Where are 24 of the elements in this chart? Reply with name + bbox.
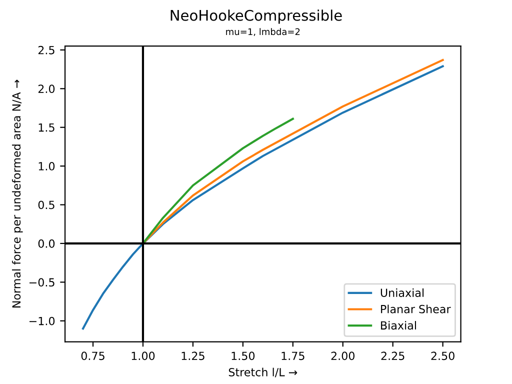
x-tick-label: 2.50 — [431, 352, 454, 360]
x-tick-label: 0.75 — [81, 352, 104, 360]
y-axis-title: Normal force per undeformed area N/A → — [12, 80, 23, 308]
y-tick-label: −0.5 — [30, 278, 54, 287]
line-series — [142, 118, 294, 245]
y-tick-label: 0.0 — [38, 239, 55, 248]
x-tick-label: 2.00 — [331, 352, 354, 360]
y-tick-label: −1.0 — [30, 316, 55, 326]
legend-label: Uniaxial — [380, 288, 424, 297]
x-tick-label: 1.75 — [282, 352, 304, 360]
x-tick-label: 2.25 — [381, 352, 404, 360]
legend-label: Planar Shear — [381, 304, 451, 314]
x-tick-label: 1.25 — [182, 352, 204, 360]
y-tick-label: 1.0 — [38, 162, 55, 170]
x-tick-label: 1.00 — [132, 352, 155, 360]
y-tick-label: 0.5 — [38, 200, 54, 210]
x-tick-label: 1.50 — [232, 352, 255, 360]
y-tick-label: 2.5 — [38, 46, 54, 54]
chart-title: NeoHookeCompressible — [170, 10, 342, 24]
y-tick-label: 1.5 — [38, 123, 54, 132]
legend-label: Biaxial — [381, 321, 416, 330]
y-tick-label: 2.0 — [38, 84, 55, 94]
x-axis-title: Stretch l/L → — [228, 368, 298, 378]
chart-subtitle: mu=1, lmbda=2 — [226, 28, 300, 36]
